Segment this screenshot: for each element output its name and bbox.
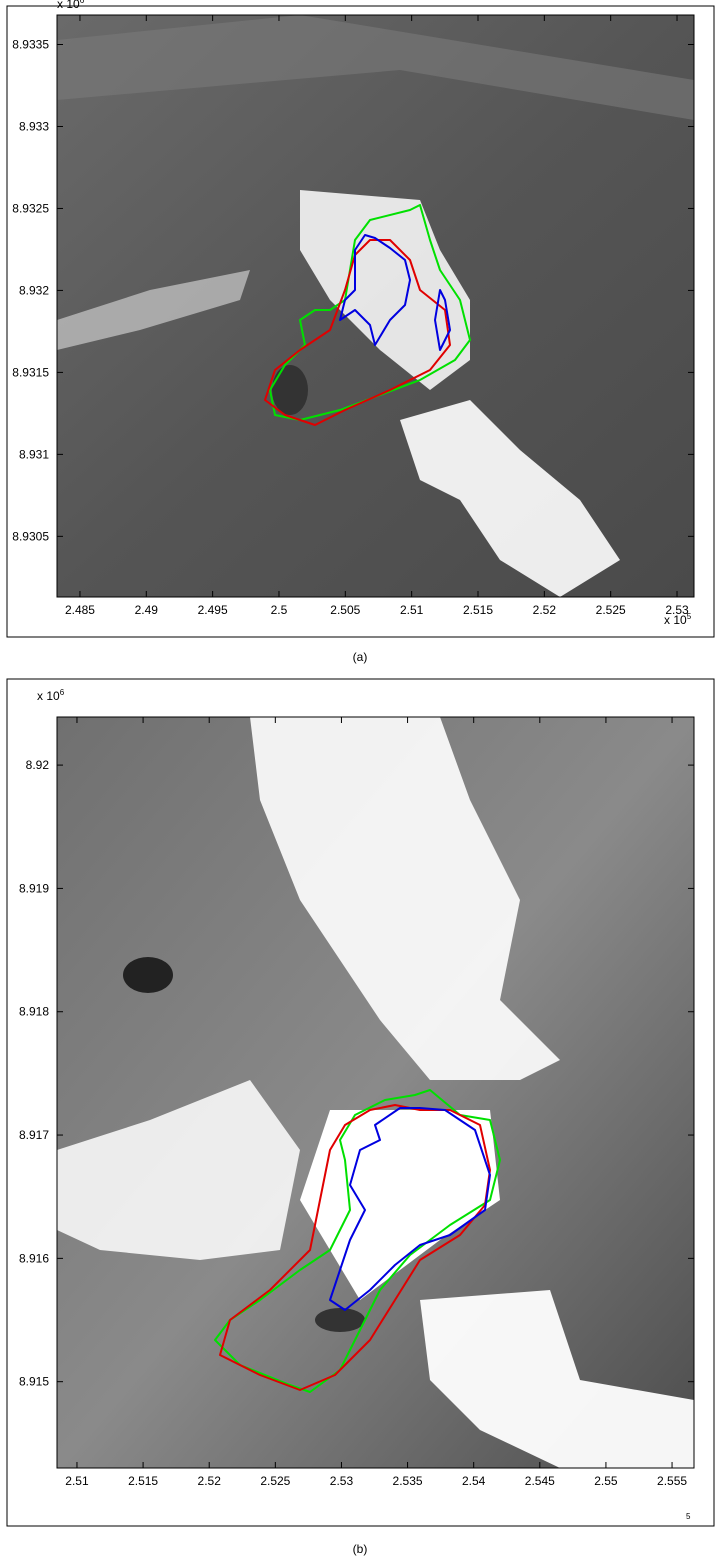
satellite-image: [57, 15, 694, 597]
y-multiplier: x 106: [37, 688, 65, 703]
x-multiplier: x 105: [664, 612, 692, 627]
x-tick-label: 2.54: [462, 1474, 486, 1488]
y-tick-label: 8.916: [19, 1251, 49, 1265]
y-tick-label: 8.933: [19, 119, 49, 133]
x-tick-label: 2.535: [393, 1474, 423, 1488]
y-tick-label: 8.932: [19, 283, 49, 297]
x-tick-label: 2.52: [533, 603, 557, 617]
x-tick-label: 2.515: [463, 603, 493, 617]
x-tick-label: 2.52: [198, 1474, 222, 1488]
x-tick-label: 2.555: [657, 1474, 687, 1488]
x-tick-label: 2.525: [596, 603, 626, 617]
y-tick-label: 8.92: [26, 758, 50, 772]
y-tick-label: 8.9315: [12, 365, 49, 379]
x-tick-label: 2.525: [260, 1474, 290, 1488]
y-tick-label: 8.918: [19, 1005, 49, 1019]
page: 2.4852.492.4952.52.5052.512.5152.522.525…: [0, 0, 719, 1566]
y-tick-label: 8.9305: [12, 529, 49, 543]
y-tick-label: 8.917: [19, 1128, 49, 1142]
y-tick-label: 8.915: [19, 1375, 49, 1389]
x-tick-label: 2.505: [330, 603, 360, 617]
panel-caption: (a): [353, 650, 368, 664]
multiplier-exponent: 5: [686, 1512, 691, 1521]
x-tick-label: 2.5: [271, 603, 288, 617]
multiplier-exponent: 5: [687, 612, 692, 621]
multiplier-base: x 10: [664, 613, 687, 627]
x-tick-label: 2.53: [330, 1474, 354, 1488]
x-tick-label: 2.545: [525, 1474, 555, 1488]
panel-caption: (b): [353, 1542, 368, 1556]
satellite-image: [57, 717, 694, 1468]
x-tick-label: 2.51: [400, 603, 424, 617]
x-tick-label: 2.515: [128, 1474, 158, 1488]
y-tick-label: 8.9335: [12, 38, 49, 52]
y-tick-label: 8.931: [19, 447, 49, 461]
y-tick-label: 8.919: [19, 881, 49, 895]
x-tick-label: 2.55: [594, 1474, 618, 1488]
x-tick-label: 2.51: [65, 1474, 89, 1488]
x-tick-label: 2.495: [198, 603, 228, 617]
multiplier-base: x 10: [57, 0, 80, 11]
multiplier-exponent: 6: [80, 0, 85, 5]
multiplier-exponent: 6: [60, 688, 65, 697]
y-tick-label: 8.9325: [12, 201, 49, 215]
x-tick-label: 2.485: [65, 603, 95, 617]
multiplier-base: x 10: [37, 689, 60, 703]
x-multiplier: 5: [686, 1512, 691, 1521]
figure: 2.4852.492.4952.52.5052.512.5152.522.525…: [0, 0, 719, 1566]
x-tick-label: 2.49: [135, 603, 159, 617]
